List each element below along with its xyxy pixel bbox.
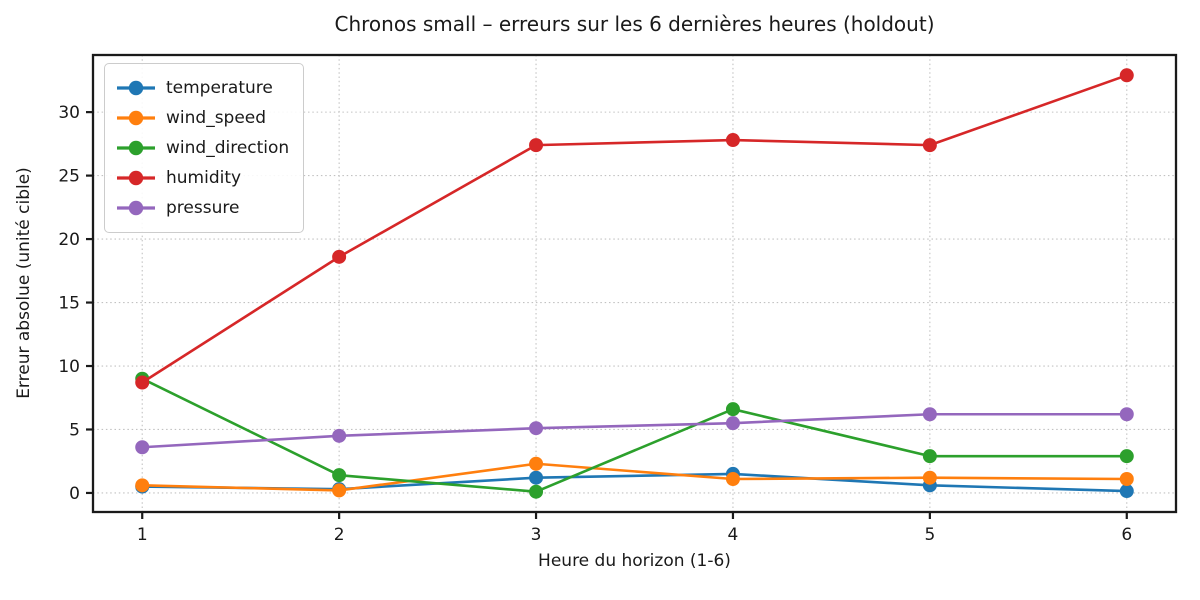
data-point-wind_speed bbox=[135, 478, 150, 493]
series-line-wind_speed bbox=[140, 462, 1129, 492]
y-tick-label: 15 bbox=[58, 294, 80, 314]
data-point-wind_direction bbox=[922, 449, 937, 464]
x-tick-label: 4 bbox=[728, 525, 739, 545]
legend-label-temperature: temperature bbox=[166, 78, 273, 98]
legend-item-wind_speed: wind_speed bbox=[116, 103, 289, 133]
data-point-wind_direction bbox=[332, 468, 347, 483]
data-point-wind_speed bbox=[725, 471, 740, 486]
data-point-humidity bbox=[529, 138, 544, 153]
chart-title: Chronos small – erreurs sur les 6 derniè… bbox=[334, 12, 935, 36]
y-tick-label: 5 bbox=[69, 420, 80, 440]
data-point-pressure bbox=[1119, 407, 1134, 422]
data-point-pressure bbox=[332, 428, 347, 443]
legend-marker-humidity bbox=[117, 170, 155, 186]
x-tick-label: 1 bbox=[137, 525, 148, 545]
data-point-humidity bbox=[725, 133, 740, 148]
data-point-humidity bbox=[1119, 68, 1134, 83]
y-tick-label: 0 bbox=[69, 484, 80, 504]
legend-marker-temperature bbox=[117, 80, 155, 96]
data-point-pressure bbox=[529, 421, 544, 436]
plot-border bbox=[91, 53, 1178, 514]
x-tick-label: 2 bbox=[334, 525, 345, 545]
y-tick-label: 20 bbox=[58, 230, 80, 250]
data-point-humidity bbox=[135, 375, 150, 390]
data-point-wind_direction bbox=[529, 484, 544, 499]
legend-label-humidity: humidity bbox=[166, 168, 242, 188]
legend-item-temperature: temperature bbox=[116, 73, 289, 103]
legend-marker-pressure bbox=[117, 200, 155, 216]
legend-marker-wind_speed bbox=[117, 110, 155, 126]
legend-item-humidity: humidity bbox=[116, 163, 289, 193]
data-point-wind_speed bbox=[529, 456, 544, 471]
x-tick-label: 6 bbox=[1121, 525, 1132, 545]
x-tick-label: 3 bbox=[531, 525, 542, 545]
data-point-wind_speed bbox=[922, 470, 937, 485]
legend-item-wind_direction: wind_direction bbox=[116, 133, 289, 163]
series-line-wind_direction bbox=[140, 377, 1129, 493]
data-point-humidity bbox=[332, 249, 347, 264]
y-tick-label: 25 bbox=[58, 167, 80, 187]
data-point-wind_direction bbox=[1119, 449, 1134, 464]
data-point-pressure bbox=[135, 440, 150, 455]
data-point-pressure bbox=[922, 407, 937, 422]
legend-label-wind_speed: wind_speed bbox=[166, 108, 267, 128]
legend-label-pressure: pressure bbox=[166, 198, 240, 218]
y-tick-label: 30 bbox=[58, 103, 80, 123]
data-point-humidity bbox=[922, 138, 937, 153]
legend-item-pressure: pressure bbox=[116, 193, 289, 223]
legend-label-wind_direction: wind_direction bbox=[166, 138, 290, 158]
x-axis-label: Heure du horizon (1-6) bbox=[538, 551, 731, 571]
y-tick-label: 10 bbox=[58, 357, 80, 377]
x-tick-label: 5 bbox=[924, 525, 935, 545]
data-point-wind_speed bbox=[332, 483, 347, 498]
data-point-temperature bbox=[1119, 484, 1134, 499]
data-point-wind_direction bbox=[725, 402, 740, 417]
legend-marker-wind_direction bbox=[117, 140, 155, 156]
series-line-humidity bbox=[140, 74, 1129, 384]
data-point-pressure bbox=[725, 416, 740, 431]
series-line-pressure bbox=[140, 412, 1129, 449]
data-point-wind_speed bbox=[1119, 471, 1134, 486]
data-point-temperature bbox=[529, 470, 544, 485]
